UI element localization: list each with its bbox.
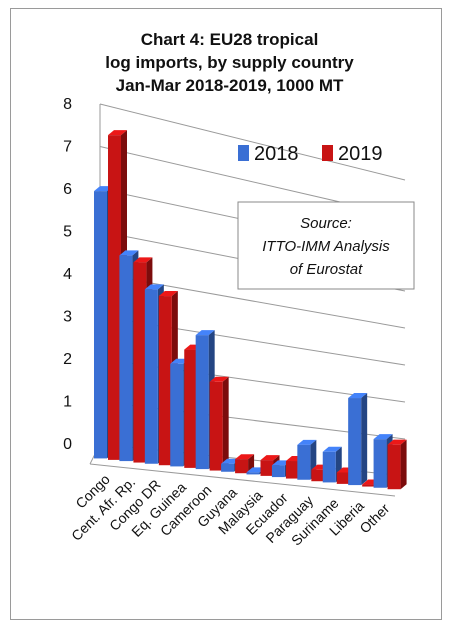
- bar-2018-Liberia: [348, 393, 368, 486]
- y-tick-label: 6: [63, 181, 72, 198]
- y-tick-label: 2: [63, 351, 72, 368]
- chart-title-line-3: Jan-Mar 2018-2019, 1000 MT: [115, 76, 344, 95]
- legend-swatch-2018: [238, 145, 249, 161]
- gridline: [99, 103, 406, 181]
- y-tick-label: 3: [63, 309, 72, 326]
- legend-swatch-2019: [322, 145, 333, 161]
- bars-layer: [94, 130, 407, 490]
- chart-title-line-2: log imports, by supply country: [105, 53, 354, 72]
- bar-2018-Paraguay: [297, 439, 317, 480]
- y-tick-label: 4: [63, 266, 72, 283]
- y-tick-label: 5: [63, 224, 72, 241]
- x-axis-line: [89, 463, 396, 497]
- source-line-1: Source:: [300, 215, 352, 232]
- y-tick-label: 7: [63, 139, 72, 156]
- chart-title-line-1: Chart 4: EU28 tropical: [140, 30, 319, 49]
- source-annotation: Source: ITTO-IMM Analysis of Eurostat: [237, 201, 415, 290]
- source-line-2: ITTO-IMM Analysis: [262, 238, 390, 255]
- y-tick-label: 0: [63, 436, 72, 453]
- legend-label-2019: 2019: [338, 143, 383, 165]
- source-box: [237, 201, 415, 290]
- legend-label-2018: 2018: [254, 143, 299, 165]
- y-tick-label: 1: [63, 394, 72, 411]
- bar-2019-Cameroon: [209, 376, 229, 471]
- source-line-3: of Eurostat: [290, 261, 363, 278]
- legend: 2018 2019: [238, 143, 383, 165]
- bar-2019-Other: [387, 439, 407, 490]
- y-tick-label: 8: [63, 96, 72, 113]
- chart-frame: [10, 8, 442, 620]
